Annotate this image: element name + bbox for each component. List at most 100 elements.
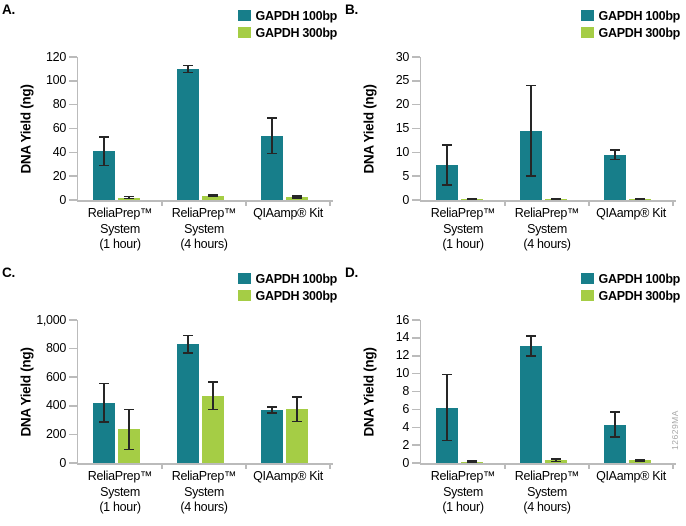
error-bar-cap bbox=[124, 408, 134, 411]
y-tick-label: 8 bbox=[402, 384, 409, 398]
error-bar-cap bbox=[99, 136, 109, 138]
y-tick-label: 20 bbox=[395, 97, 410, 112]
y-tick-label: 20 bbox=[52, 168, 67, 183]
error-bar-cap bbox=[183, 64, 193, 67]
legend: GAPDH 100bp GAPDH 300bp bbox=[580, 7, 681, 41]
error-bar-cap bbox=[99, 382, 109, 385]
y-tick-mark bbox=[411, 80, 420, 82]
error-bar-cap bbox=[124, 197, 134, 200]
panel-letter: B. bbox=[345, 2, 359, 17]
bar-gapdh-100bp bbox=[177, 68, 199, 200]
legend-item: GAPDH 300bp bbox=[580, 24, 681, 41]
y-axis-line bbox=[76, 57, 78, 202]
x-category-label: QIAamp® Kit bbox=[596, 206, 666, 220]
gapdh-100bp-swatch bbox=[580, 10, 594, 21]
y-tick-mark bbox=[68, 151, 77, 154]
x-category-label: ReliaPrep™ System (4 hours) bbox=[171, 206, 237, 251]
error-bar-line bbox=[271, 117, 273, 154]
error-bar-line bbox=[271, 407, 273, 413]
y-tick-label: 16 bbox=[395, 312, 410, 327]
x-axis-line bbox=[419, 463, 676, 465]
y-tick-label: 14 bbox=[395, 330, 410, 345]
error-bar-cap bbox=[267, 412, 277, 414]
y-tick-mark bbox=[411, 426, 420, 428]
gapdh-100bp-swatch bbox=[580, 273, 594, 284]
y-tick-mark bbox=[411, 175, 420, 177]
error-bar-cap bbox=[208, 195, 218, 198]
y-tick-mark bbox=[68, 56, 77, 58]
y-tick-mark bbox=[68, 405, 77, 407]
y-tick-mark bbox=[411, 337, 420, 339]
gapdh-300bp-swatch bbox=[237, 290, 251, 301]
error-bar-line bbox=[446, 374, 448, 441]
x-axis-line bbox=[76, 200, 333, 202]
x-category-label: QIAamp® Kit bbox=[596, 469, 666, 483]
y-tick-label: 60 bbox=[52, 121, 67, 135]
bar-gapdh-100bp bbox=[261, 135, 283, 200]
x-category-label: ReliaPrep™ System (4 hours) bbox=[514, 206, 580, 251]
x-axis-tick bbox=[672, 465, 674, 469]
error-bar-cap bbox=[267, 406, 277, 408]
legend-label: GAPDH 300bp bbox=[255, 288, 338, 303]
plot-area: 0 20 40 60 80 100 120 ReliaPrep™ System (1 hour… bbox=[0, 0, 343, 263]
error-bar-cap bbox=[467, 461, 477, 464]
bar-gapdh-100bp bbox=[93, 402, 115, 463]
legend-item: GAPDH 100bp bbox=[580, 7, 680, 24]
error-bar-cap bbox=[183, 334, 193, 337]
y-tick-mark bbox=[411, 56, 420, 58]
error-bar-cap bbox=[208, 381, 218, 383]
gapdh-300bp-swatch bbox=[580, 27, 594, 38]
y-tick-mark bbox=[68, 376, 77, 378]
y-tick-label: 800 bbox=[46, 341, 66, 356]
y-tick-label: 5 bbox=[402, 168, 409, 183]
error-bar-cap bbox=[442, 373, 452, 376]
y-tick-mark bbox=[68, 319, 77, 321]
bar-gapdh-300bp bbox=[286, 409, 308, 463]
plot-area: 0 2 4 6 8 10 12 14 16 ReliaPrep™ System (1 hour) R… bbox=[343, 263, 686, 526]
x-category-label: ReliaPrep™ System (1 hour) bbox=[430, 206, 496, 251]
y-tick-label: 4 bbox=[402, 419, 409, 434]
error-bar-line bbox=[530, 336, 532, 356]
chart-panel: D. GAPDH 100bp GAPDH 300bp DNA Yield (ng)… bbox=[343, 263, 686, 526]
y-tick-mark bbox=[411, 372, 420, 375]
error-bar-cap bbox=[635, 460, 645, 462]
y-tick-label: 25 bbox=[395, 73, 410, 88]
x-category-label: QIAamp® Kit bbox=[253, 469, 323, 483]
bar-gapdh-100bp bbox=[93, 151, 115, 200]
x-axis-tick bbox=[504, 465, 506, 469]
error-bar-line bbox=[639, 459, 641, 462]
y-tick-mark bbox=[411, 444, 420, 446]
error-bar-cap bbox=[551, 458, 561, 460]
error-bar-line bbox=[187, 65, 189, 73]
error-bar-cap bbox=[292, 195, 302, 197]
error-bar-line bbox=[103, 136, 105, 166]
legend: GAPDH 100bp GAPDH 300bp bbox=[580, 270, 680, 304]
bar-gapdh-100bp bbox=[604, 154, 626, 200]
y-tick-mark bbox=[68, 199, 77, 201]
gapdh-100bp-swatch bbox=[237, 273, 251, 284]
error-bar-cap bbox=[551, 460, 561, 463]
error-bar-cap bbox=[124, 195, 134, 198]
y-tick-label: 10 bbox=[395, 366, 410, 381]
x-category-label: QIAamp® Kit bbox=[253, 206, 323, 220]
panel-letter: C. bbox=[2, 265, 16, 280]
error-bar-cap bbox=[551, 197, 561, 200]
chart-panel: C. GAPDH 100bp GAPDH 300bp DNA Yield (ng)… bbox=[0, 263, 343, 526]
legend-label: GAPDH 300bp bbox=[598, 25, 681, 40]
bar-gapdh-100bp bbox=[261, 410, 283, 463]
y-tick-label: 10 bbox=[395, 144, 410, 159]
bar-gapdh-100bp bbox=[520, 345, 542, 463]
y-tick-mark bbox=[68, 80, 77, 82]
error-bar-cap bbox=[635, 198, 645, 201]
error-bar-line bbox=[614, 412, 616, 438]
y-tick-mark bbox=[68, 462, 77, 464]
error-bar-cap bbox=[526, 175, 536, 177]
bar-gapdh-100bp bbox=[604, 424, 626, 463]
y-tick-label: 30 bbox=[395, 49, 410, 64]
y-tick-mark bbox=[411, 127, 420, 130]
x-axis-tick bbox=[245, 465, 247, 469]
error-bar-cap bbox=[292, 197, 302, 199]
error-bar-line bbox=[296, 397, 298, 422]
y-axis-line bbox=[76, 320, 78, 465]
